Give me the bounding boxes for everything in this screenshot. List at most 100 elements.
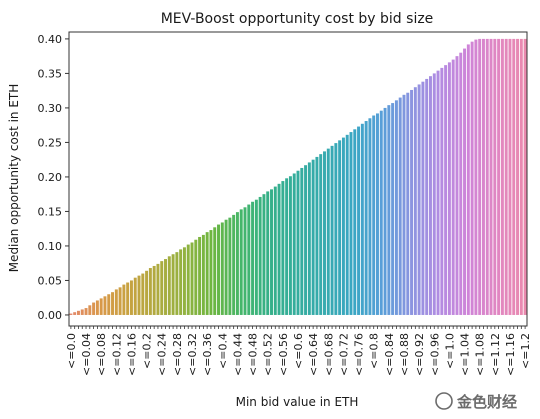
x-tick-label: <=0.96 bbox=[428, 333, 441, 376]
x-tick-label: <=0.44 bbox=[231, 333, 244, 376]
bar-<=0.06 bbox=[92, 302, 96, 315]
bar-<=1.15 bbox=[504, 38, 508, 315]
bar-<=0.56 bbox=[281, 181, 285, 315]
bar-<=1.19 bbox=[519, 38, 523, 315]
x-tick-label: <=0.64 bbox=[307, 333, 320, 376]
bar-<=0.69 bbox=[330, 145, 334, 315]
x-tick-label: <=0.32 bbox=[186, 333, 199, 376]
bar-<=0.96 bbox=[432, 73, 436, 315]
x-tick-label: <=0.76 bbox=[353, 333, 366, 376]
bar-<=0.68 bbox=[326, 148, 330, 315]
bar-<=0.86 bbox=[394, 100, 398, 315]
bar-<=1.2 bbox=[523, 38, 527, 315]
bar-<=0.25 bbox=[164, 259, 167, 315]
x-tick-label: <=0.92 bbox=[413, 333, 426, 376]
bar-<=0.61 bbox=[300, 167, 304, 315]
bar-<=0.64 bbox=[311, 159, 315, 315]
x-tick-label: <=0.0 bbox=[65, 333, 78, 369]
bar-<=1.1 bbox=[485, 38, 489, 315]
bar-<=0.48 bbox=[251, 201, 255, 315]
bar-<=1.07 bbox=[474, 39, 478, 315]
bar-<=0.08 bbox=[99, 298, 103, 315]
bar-<=0.55 bbox=[277, 183, 281, 315]
bar-<=0.36 bbox=[205, 232, 209, 315]
y-ticks-group: 0.00 0.05 0.10 0.15 0.20 0.25 0.30 0.35 0.40 bbox=[38, 33, 69, 322]
x-tick-label: <=0.36 bbox=[201, 333, 214, 376]
bar-<=0.16 bbox=[129, 280, 133, 315]
bar-<=0.51 bbox=[262, 194, 266, 315]
plot-frame bbox=[68, 31, 528, 327]
bar-<=0.97 bbox=[436, 70, 440, 315]
x-tick-label: <=0.2 bbox=[141, 333, 154, 369]
bar-<=0.13 bbox=[118, 287, 122, 315]
x-tick-label: <=1.12 bbox=[489, 333, 502, 376]
watermark: 金色财经 bbox=[435, 392, 517, 411]
bar-<=0.03 bbox=[80, 309, 84, 315]
bar-<=0.78 bbox=[364, 121, 368, 315]
bar-<=0.32 bbox=[190, 242, 194, 315]
bars-group bbox=[69, 38, 527, 315]
bar-<=0.45 bbox=[239, 209, 243, 315]
bar-<=0.26 bbox=[167, 256, 171, 315]
bar-<=0.65 bbox=[315, 156, 319, 315]
bar-<=0.04 bbox=[84, 308, 88, 315]
bar-<=0.07 bbox=[95, 300, 99, 315]
bar-<=0.92 bbox=[417, 84, 421, 315]
bar-<=1.18 bbox=[516, 38, 520, 315]
bar-<=0.43 bbox=[232, 214, 236, 315]
bar-<=1.13 bbox=[497, 38, 501, 315]
bar-<=0.09 bbox=[103, 296, 107, 315]
bar-<=0.87 bbox=[398, 97, 402, 315]
bar-<=0.01 bbox=[73, 312, 77, 315]
x-tick-label: <=0.48 bbox=[247, 333, 260, 376]
x-tick-label: <=0.52 bbox=[262, 333, 275, 376]
bar-<=0.66 bbox=[319, 154, 323, 315]
y-axis-label: Median opportunity cost in ETH bbox=[7, 84, 21, 273]
bar-<=0.83 bbox=[383, 107, 387, 315]
bar-<=0.62 bbox=[304, 165, 308, 315]
bar-<=0.77 bbox=[360, 123, 364, 315]
bar-<=0.57 bbox=[285, 178, 289, 315]
watermark-logo-icon bbox=[435, 392, 453, 410]
bar-<=0.88 bbox=[402, 94, 406, 315]
bar-<=0.74 bbox=[349, 132, 353, 315]
bar-<=0.3 bbox=[182, 247, 186, 315]
bar-<=0.27 bbox=[171, 254, 175, 315]
x-tick-label: <=0.68 bbox=[322, 333, 335, 376]
bar-<=0.29 bbox=[179, 249, 183, 315]
bar-<=0.05 bbox=[88, 305, 92, 315]
bar-<=0.58 bbox=[288, 176, 292, 315]
x-tick-label: <=1.16 bbox=[504, 333, 517, 376]
x-tick-label: <=1.2 bbox=[519, 333, 532, 369]
bar-<=0.2 bbox=[145, 270, 149, 315]
bar-<=1.08 bbox=[478, 38, 482, 315]
bar-<=0.84 bbox=[387, 105, 391, 315]
bar-<=1.03 bbox=[459, 52, 463, 315]
x-tick-label: <=0.24 bbox=[156, 333, 169, 376]
bar-<=1.14 bbox=[500, 38, 504, 315]
bar-<=0.8 bbox=[372, 115, 376, 315]
bar-<=0.39 bbox=[217, 224, 220, 315]
x-tick-label: <=0.88 bbox=[398, 333, 411, 376]
bar-<=0.76 bbox=[357, 126, 361, 315]
y-tick-label: 0.35 bbox=[38, 67, 63, 80]
bar-<=0.22 bbox=[152, 265, 156, 315]
bar-<=0.85 bbox=[391, 103, 395, 315]
x-tick-label: <=0.72 bbox=[337, 333, 350, 376]
y-tick-label: 0.25 bbox=[38, 136, 63, 149]
bar-<=0.75 bbox=[353, 129, 357, 315]
bar-<=0.0 bbox=[69, 313, 73, 315]
bar-<=0.15 bbox=[126, 282, 130, 315]
bar-<=0.6 bbox=[296, 170, 300, 315]
bar-<=0.89 bbox=[406, 92, 410, 315]
bar-<=0.73 bbox=[345, 134, 349, 315]
y-tick-label: 0.10 bbox=[38, 240, 63, 253]
bar-<=0.12 bbox=[114, 289, 118, 315]
bar-<=1.04 bbox=[463, 48, 467, 315]
bar-<=0.41 bbox=[224, 219, 228, 315]
bar-<=1.02 bbox=[455, 56, 459, 315]
bar-<=0.79 bbox=[368, 118, 372, 315]
y-tick-label: 0.30 bbox=[38, 102, 63, 115]
bar-<=1.09 bbox=[481, 38, 485, 315]
